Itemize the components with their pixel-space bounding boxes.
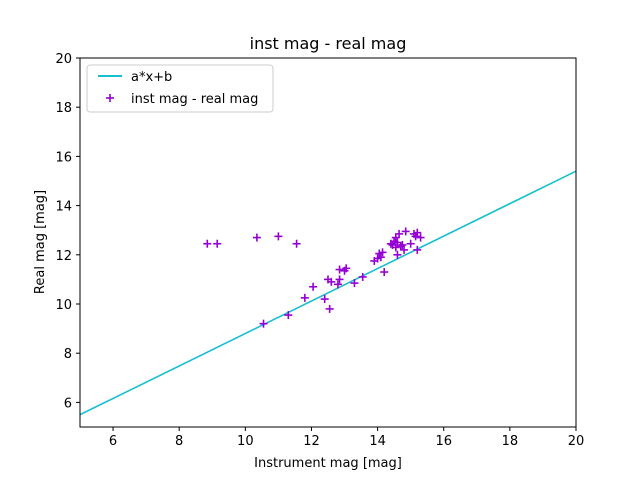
chart-title: inst mag - real mag — [250, 34, 407, 53]
y-tick-label: 8 — [64, 347, 72, 362]
scatter-point — [284, 311, 293, 320]
scatter-point — [380, 268, 389, 277]
scatter-point — [398, 240, 407, 249]
scatter-point — [401, 227, 410, 236]
scatter-point — [411, 232, 420, 241]
scatter-point — [335, 265, 344, 274]
scatter-point — [274, 232, 283, 241]
scatter-point — [300, 293, 309, 302]
fit-line — [80, 170, 576, 416]
scatter-point — [327, 277, 336, 286]
scatter-point — [416, 233, 425, 242]
y-tick-label: 18 — [55, 101, 72, 116]
scatter-point — [395, 229, 404, 238]
scatter-point — [333, 280, 342, 289]
scatter-point — [259, 319, 268, 328]
x-tick-label: 8 — [175, 434, 183, 449]
scatter-point — [378, 248, 387, 257]
x-tick-label: 18 — [502, 434, 519, 449]
scatter-point — [213, 239, 222, 248]
legend-scatter-label: inst mag - real mag — [131, 92, 258, 107]
x-tick-label: 14 — [369, 434, 386, 449]
scatter-point — [400, 245, 409, 254]
scatter-point — [391, 243, 400, 252]
legend-box — [86, 64, 274, 113]
scatter-point — [413, 245, 422, 254]
x-tick-label: 10 — [237, 434, 254, 449]
x-tick-label: 16 — [435, 434, 452, 449]
scatter-point — [342, 264, 351, 273]
x-axis-label: Instrument mag [mag] — [254, 456, 402, 471]
scatter-point — [325, 304, 334, 313]
y-tick-label: 12 — [55, 249, 72, 264]
scatter-point — [413, 228, 422, 237]
scatter-point — [358, 272, 367, 281]
y-tick-label: 16 — [55, 150, 72, 165]
x-tick-label: 20 — [568, 434, 585, 449]
legend-fit-line-label: a*x+b — [131, 70, 172, 85]
scatter-point — [393, 250, 402, 259]
scatter-point — [320, 295, 329, 304]
y-tick-label: 14 — [55, 200, 72, 215]
plot-area: 6 8 10 12 14 16 18 20 6 8 10 12 14 16 18 20 — [55, 52, 584, 449]
x-tick-label: 6 — [109, 434, 117, 449]
y-axis-label: Real mag [mag] — [33, 190, 48, 294]
scatter-point — [406, 239, 415, 248]
axes-frame — [79, 57, 577, 428]
scatter-point — [335, 275, 344, 284]
legend-scatter-swatch — [106, 94, 114, 102]
scatter-point — [203, 239, 212, 248]
y-tick-label: 20 — [55, 52, 72, 67]
scatter-point — [252, 233, 261, 242]
scatter-point — [309, 282, 318, 291]
scatter-point — [350, 279, 359, 288]
y-tick-label: 10 — [55, 298, 72, 313]
scatter-point — [292, 239, 301, 248]
x-tick-label: 12 — [303, 434, 320, 449]
legend: a*x+b inst mag - real mag — [86, 64, 274, 113]
y-tick-label: 6 — [64, 396, 72, 411]
scatter-point — [376, 253, 385, 262]
